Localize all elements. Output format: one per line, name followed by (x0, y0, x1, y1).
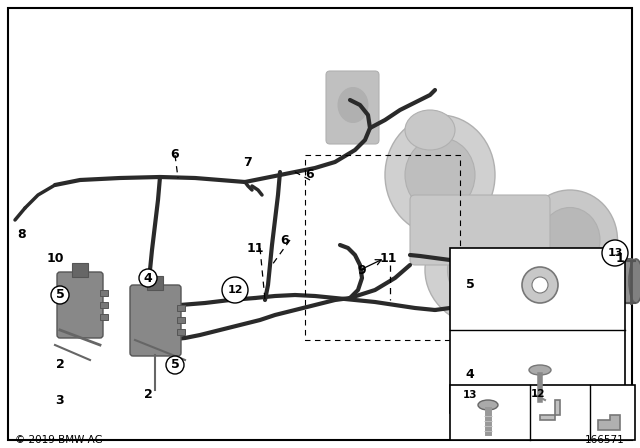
Text: 5: 5 (466, 279, 474, 292)
Text: 4: 4 (143, 271, 152, 284)
Text: 2: 2 (56, 358, 65, 371)
Bar (450, 385, 635, 440)
Text: 8: 8 (18, 228, 26, 241)
Text: 6: 6 (281, 233, 289, 246)
Ellipse shape (338, 87, 368, 122)
Ellipse shape (425, 212, 555, 327)
Text: 6: 6 (306, 168, 314, 181)
Text: 13: 13 (607, 248, 623, 258)
Text: 13: 13 (463, 390, 477, 400)
FancyBboxPatch shape (410, 195, 550, 265)
Text: 9: 9 (358, 263, 366, 276)
Text: 5: 5 (56, 289, 65, 302)
Text: 6: 6 (171, 148, 179, 161)
Circle shape (602, 240, 628, 266)
Polygon shape (598, 415, 620, 430)
Bar (450, 248, 625, 413)
Text: 3: 3 (56, 393, 64, 406)
FancyBboxPatch shape (130, 285, 181, 356)
Bar (177, 305, 185, 311)
Text: 10: 10 (46, 251, 64, 264)
Bar (100, 290, 108, 296)
Text: 1: 1 (616, 251, 625, 264)
Ellipse shape (529, 365, 551, 375)
Text: 12: 12 (531, 389, 545, 399)
Circle shape (166, 356, 184, 374)
FancyBboxPatch shape (57, 272, 103, 338)
FancyBboxPatch shape (529, 259, 636, 303)
Text: 4: 4 (466, 369, 474, 382)
Text: 11: 11 (246, 241, 264, 254)
Bar (100, 302, 108, 308)
Ellipse shape (385, 115, 495, 235)
Circle shape (222, 277, 248, 303)
Circle shape (139, 269, 157, 287)
Ellipse shape (478, 400, 498, 410)
Polygon shape (540, 400, 560, 420)
Text: 7: 7 (244, 155, 252, 168)
Ellipse shape (540, 207, 600, 272)
Bar (147, 276, 163, 290)
Bar (177, 329, 185, 335)
Text: 5: 5 (171, 358, 179, 371)
Bar (72, 263, 88, 277)
Circle shape (51, 286, 69, 304)
Ellipse shape (629, 259, 640, 303)
Bar (100, 314, 108, 320)
Text: 11: 11 (380, 251, 397, 264)
Text: 166571: 166571 (585, 435, 625, 445)
Circle shape (522, 267, 558, 303)
Circle shape (532, 277, 548, 293)
Text: 2: 2 (143, 388, 152, 401)
Bar (177, 317, 185, 323)
Text: © 2019 BMW AG: © 2019 BMW AG (15, 435, 103, 445)
Ellipse shape (405, 110, 455, 150)
Ellipse shape (405, 138, 475, 212)
FancyBboxPatch shape (326, 71, 379, 144)
Ellipse shape (447, 231, 532, 309)
Text: 12: 12 (227, 285, 243, 295)
Ellipse shape (522, 190, 618, 290)
